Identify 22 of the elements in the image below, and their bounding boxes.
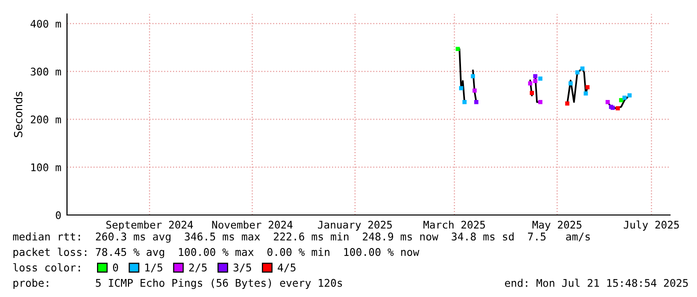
- y-tick-label: 200 m: [30, 116, 61, 124]
- legend-label: 2/5: [189, 264, 207, 272]
- legend-label: 0: [113, 264, 118, 272]
- legend-label: 1/5: [145, 264, 162, 272]
- y-tick-label: 300 m: [30, 68, 61, 76]
- legend-label: 3/5: [234, 264, 252, 272]
- legend-title: loss color:: [13, 263, 80, 272]
- text: probe: 5 ICMP Echo Pings (56 Bytes) every 120s: [14, 278, 342, 289]
- y-tick-label: 0: [56, 211, 61, 220]
- x-tick-label: November 2024: [212, 220, 293, 229]
- y-axis-title: Seconds: [14, 92, 22, 138]
- x-tick-label: May 2025: [532, 220, 582, 231]
- legend-label: 4/5: [278, 264, 296, 272]
- text: end: Mon Jul 21 15:48:54 2025: [504, 278, 688, 287]
- text: packet loss: 78.45 % avg 100.00 % max 0.00 % min 100.00 % now: [14, 248, 420, 258]
- y-tick-label: 400 m: [30, 20, 61, 28]
- x-tick-label: January 2025: [318, 220, 392, 231]
- x-tick-label: July 2025: [624, 220, 679, 231]
- x-tick-label: March 2025: [423, 220, 485, 229]
- text: median rtt: 260.3 ms avg 346.5 ms max 222.6 ms min 248.9 ms now 34.8 ms sd 7.5 am/s: [13, 232, 590, 243]
- y-tick-label: 100 m: [31, 163, 61, 172]
- x-tick-label: September 2024: [106, 220, 193, 231]
